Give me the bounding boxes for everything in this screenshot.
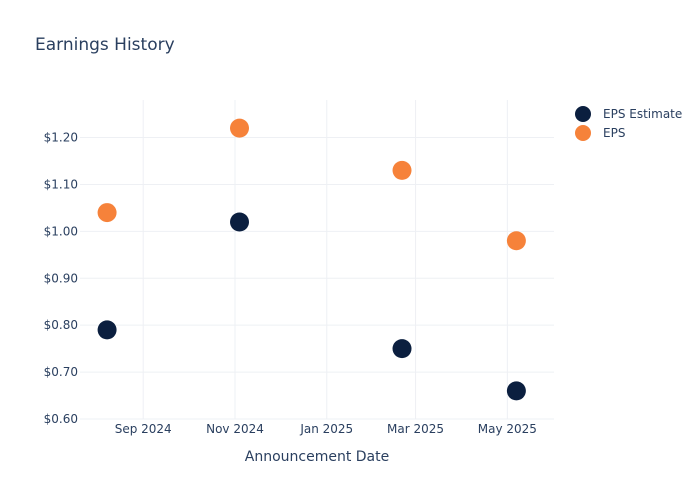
x-axis-ticks: Sep 2024 Nov 2024 Jan 2025 Mar 2025 May 2025 <box>115 422 537 436</box>
data-points <box>97 118 526 401</box>
y-tick-label: $0.80 <box>44 318 78 332</box>
y-tick-label: $0.70 <box>44 365 78 379</box>
x-tick-label: Mar 2025 <box>387 422 444 436</box>
legend-marker-eps <box>575 125 591 141</box>
eps-estimate-point <box>506 381 526 401</box>
legend-marker-eps-estimate <box>575 106 591 122</box>
y-tick-label: $1.10 <box>44 177 78 191</box>
y-tick-label: $1.20 <box>44 131 78 145</box>
eps-estimate-point <box>230 212 250 232</box>
eps-point <box>392 160 412 180</box>
eps-point <box>506 231 526 251</box>
y-tick-label: $0.60 <box>44 412 78 426</box>
legend-label-eps-estimate: EPS Estimate <box>603 107 682 121</box>
chart-title: Earnings History <box>35 35 175 55</box>
x-axis-label: Announcement Date <box>245 449 389 465</box>
x-tick-label: Nov 2024 <box>206 422 264 436</box>
eps-estimate-point <box>392 339 412 359</box>
y-tick-label: $1.00 <box>44 224 78 238</box>
x-tick-label: Jan 2025 <box>299 422 353 436</box>
x-tick-label: Sep 2024 <box>115 422 172 436</box>
legend-label-eps: EPS <box>603 126 625 140</box>
y-tick-label: $0.90 <box>44 271 78 285</box>
eps-point <box>97 203 117 223</box>
x-tick-label: May 2025 <box>478 422 537 436</box>
eps-estimate-point <box>97 320 117 340</box>
legend: EPS Estimate EPS <box>575 106 682 141</box>
eps-point <box>230 118 250 138</box>
y-axis-ticks: $0.60 $0.70 $0.80 $0.90 $1.00 $1.10 $1.20 <box>44 131 78 426</box>
grid-lines <box>80 100 554 420</box>
